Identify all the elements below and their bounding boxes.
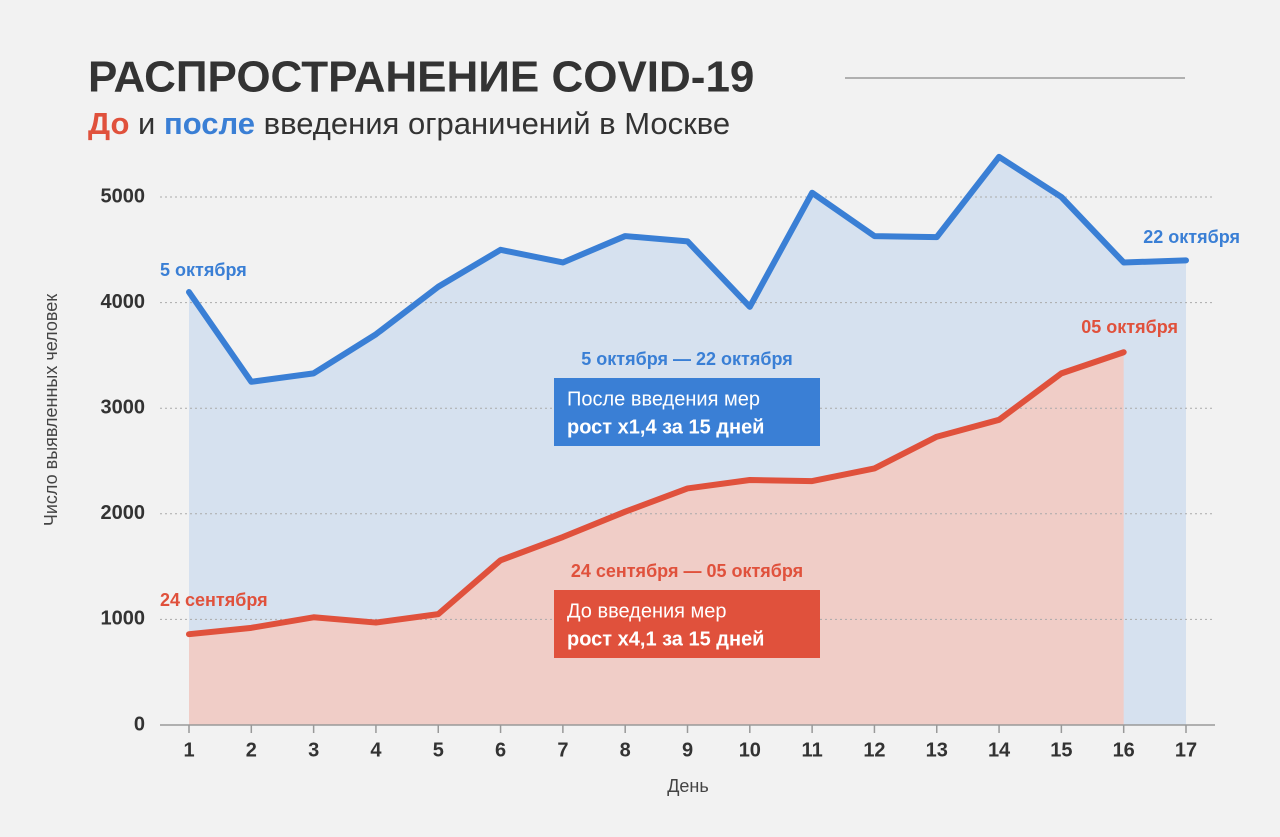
x-tick-label: 1 [183, 739, 194, 761]
x-tick-label: 5 [433, 739, 444, 761]
chart-title: РАСПРОСТРАНЕНИЕ COVID-19 [88, 53, 754, 102]
subtitle-part: и [138, 106, 155, 141]
x-tick-label: 17 [1175, 739, 1197, 761]
x-tick-label: 14 [988, 739, 1011, 761]
annotation: 5 октября [160, 260, 247, 280]
x-tick-label: 8 [620, 739, 631, 761]
y-tick-label: 2000 [101, 502, 146, 524]
y-tick-label: 0 [134, 713, 145, 735]
info-line: После введения мер [567, 388, 760, 410]
info-line: До введения мер [567, 600, 727, 622]
y-tick-label: 3000 [101, 396, 146, 418]
x-tick-label: 13 [926, 739, 948, 761]
subtitle: До и после введения ограничений в Москве [88, 106, 730, 141]
area [189, 352, 1124, 725]
x-tick-label: 16 [1113, 739, 1135, 761]
info-box [554, 378, 820, 446]
y-tick-label: 1000 [101, 608, 146, 630]
y-tick-label: 5000 [101, 185, 146, 207]
x-axis-label: День [667, 776, 709, 796]
subtitle-part: введения ограничений в Москве [264, 106, 730, 141]
annotation: 24 сентября [160, 590, 268, 610]
line [186, 349, 1127, 638]
line [186, 153, 1189, 385]
x-tick-label: 4 [370, 739, 382, 761]
x-tick-label: 2 [246, 739, 257, 761]
subtitle-part: после [164, 106, 255, 141]
subtitle-part: До [88, 106, 129, 141]
x-tick-label: 12 [863, 739, 885, 761]
y-tick-label: 4000 [101, 291, 146, 313]
info-line: рост x1,4 за 15 дней [567, 416, 764, 438]
info-line: рост x4,1 за 15 дней [567, 628, 764, 650]
x-tick-label: 3 [308, 739, 319, 761]
x-tick-label: 10 [739, 739, 761, 761]
annotation: 22 октября [1143, 227, 1240, 247]
y-axis-label: Число выявленных человек [41, 294, 61, 526]
info-box [554, 590, 820, 658]
x-tick-label: 15 [1050, 739, 1072, 761]
x-tick-label: 6 [495, 739, 506, 761]
x-tick-label: 11 [802, 739, 823, 761]
x-tick-label: 7 [557, 739, 568, 761]
range-label: 24 сентября — 05 октября [571, 561, 803, 581]
annotation: 05 октября [1081, 317, 1178, 337]
x-tick-label: 9 [682, 739, 693, 761]
range-label: 5 октября — 22 октября [581, 349, 792, 369]
